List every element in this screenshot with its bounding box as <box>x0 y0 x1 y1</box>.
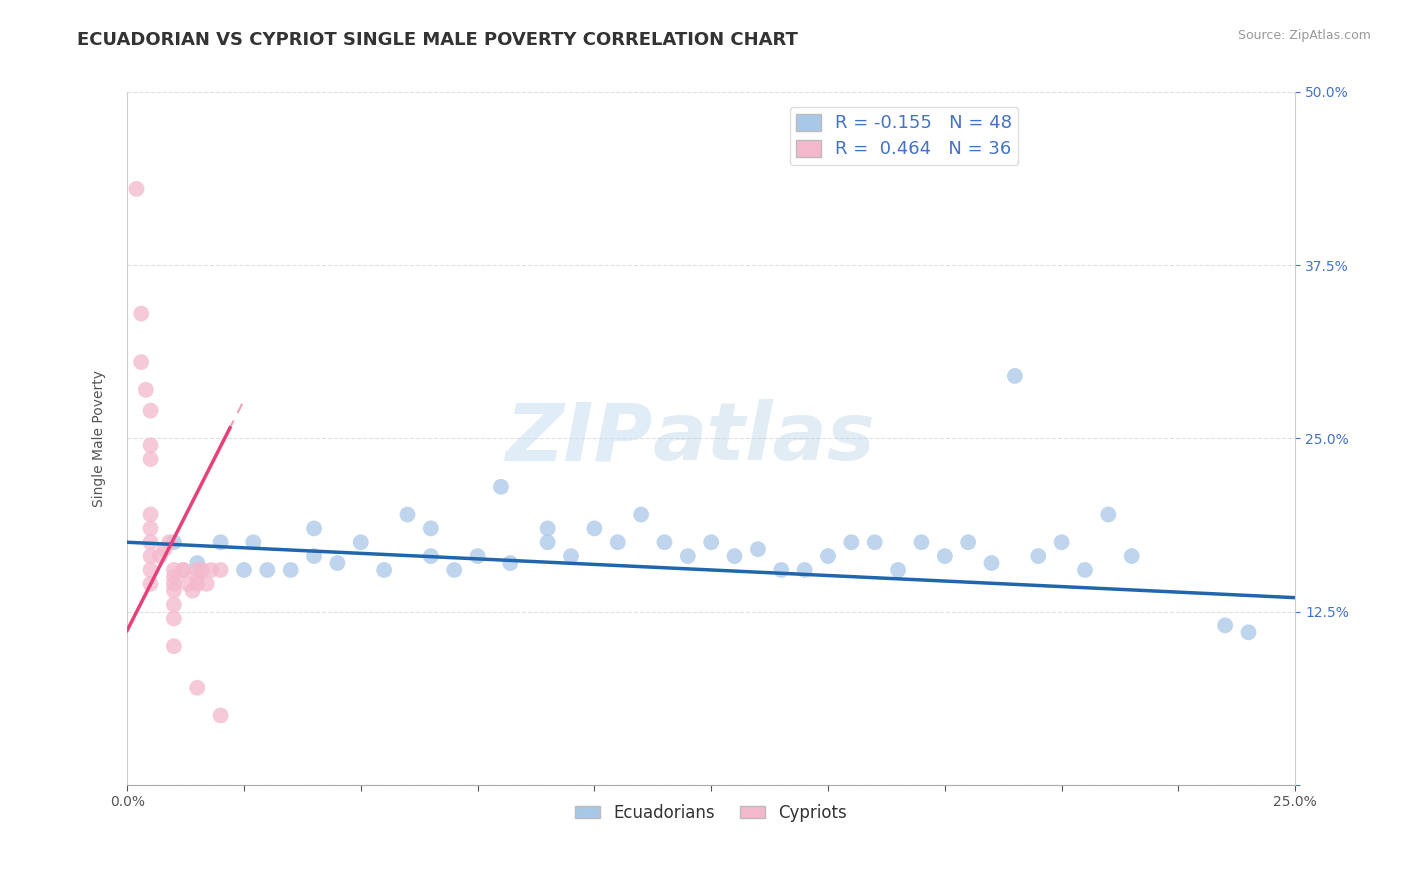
Point <box>934 549 956 563</box>
Point <box>157 535 180 549</box>
Point <box>139 403 162 417</box>
Text: Source: ZipAtlas.com: Source: ZipAtlas.com <box>1237 29 1371 42</box>
Point <box>172 563 194 577</box>
Point <box>163 598 186 612</box>
Point <box>863 535 886 549</box>
Y-axis label: Single Male Poverty: Single Male Poverty <box>93 370 107 507</box>
Point <box>163 583 186 598</box>
Point <box>747 542 769 557</box>
Point <box>163 577 186 591</box>
Text: ECUADORIAN VS CYPRIOT SINGLE MALE POVERTY CORRELATION CHART: ECUADORIAN VS CYPRIOT SINGLE MALE POVERT… <box>77 31 799 49</box>
Point <box>177 577 200 591</box>
Point <box>242 535 264 549</box>
Point <box>139 563 162 577</box>
Point <box>139 577 162 591</box>
Point <box>1213 618 1236 632</box>
Point <box>172 563 194 577</box>
Point <box>499 556 522 570</box>
Point <box>350 535 373 549</box>
Point <box>1026 549 1049 563</box>
Point <box>1121 549 1143 563</box>
Point <box>209 563 232 577</box>
Point <box>149 549 172 563</box>
Point <box>139 508 162 522</box>
Point <box>125 182 148 196</box>
Text: ZIP: ZIP <box>505 400 652 477</box>
Point <box>302 521 325 535</box>
Point <box>419 521 441 535</box>
Point <box>163 570 186 584</box>
Point <box>957 535 980 549</box>
Point <box>139 521 162 535</box>
Point <box>700 535 723 549</box>
Point <box>887 563 910 577</box>
Point <box>723 549 745 563</box>
Point <box>280 563 302 577</box>
Point <box>139 535 162 549</box>
Point <box>980 556 1002 570</box>
Point <box>186 681 208 695</box>
Point <box>419 549 441 563</box>
Point <box>606 535 628 549</box>
Point <box>129 355 152 369</box>
Point <box>163 563 186 577</box>
Point <box>467 549 489 563</box>
Point <box>163 611 186 625</box>
Point <box>537 521 560 535</box>
Point <box>135 383 157 397</box>
Point <box>1050 535 1073 549</box>
Point <box>1237 625 1260 640</box>
Point <box>910 535 932 549</box>
Point <box>195 577 218 591</box>
Point <box>396 508 419 522</box>
Point <box>583 521 606 535</box>
Point <box>209 708 232 723</box>
Point <box>186 563 208 577</box>
Point <box>443 563 465 577</box>
Point <box>302 549 325 563</box>
Point <box>676 549 699 563</box>
Point <box>200 563 222 577</box>
Point <box>841 535 863 549</box>
Point <box>209 535 232 549</box>
Point <box>129 307 152 321</box>
Point <box>1004 368 1026 383</box>
Point <box>186 577 208 591</box>
Point <box>186 556 208 570</box>
Text: atlas: atlas <box>652 400 876 477</box>
Legend: Ecuadorians, Cypriots: Ecuadorians, Cypriots <box>568 797 853 829</box>
Point <box>153 542 176 557</box>
Point <box>139 438 162 452</box>
Point <box>1074 563 1097 577</box>
Point <box>186 570 208 584</box>
Point <box>560 549 582 563</box>
Point <box>770 563 793 577</box>
Point <box>139 452 162 467</box>
Point <box>191 563 214 577</box>
Point <box>537 535 560 549</box>
Point <box>139 549 162 563</box>
Point <box>326 556 349 570</box>
Point <box>630 508 652 522</box>
Point <box>489 480 512 494</box>
Point <box>233 563 256 577</box>
Point <box>1097 508 1119 522</box>
Point <box>256 563 278 577</box>
Point <box>654 535 676 549</box>
Point <box>163 535 186 549</box>
Point <box>817 549 839 563</box>
Point <box>373 563 395 577</box>
Point <box>163 639 186 653</box>
Point <box>181 583 204 598</box>
Point <box>793 563 815 577</box>
